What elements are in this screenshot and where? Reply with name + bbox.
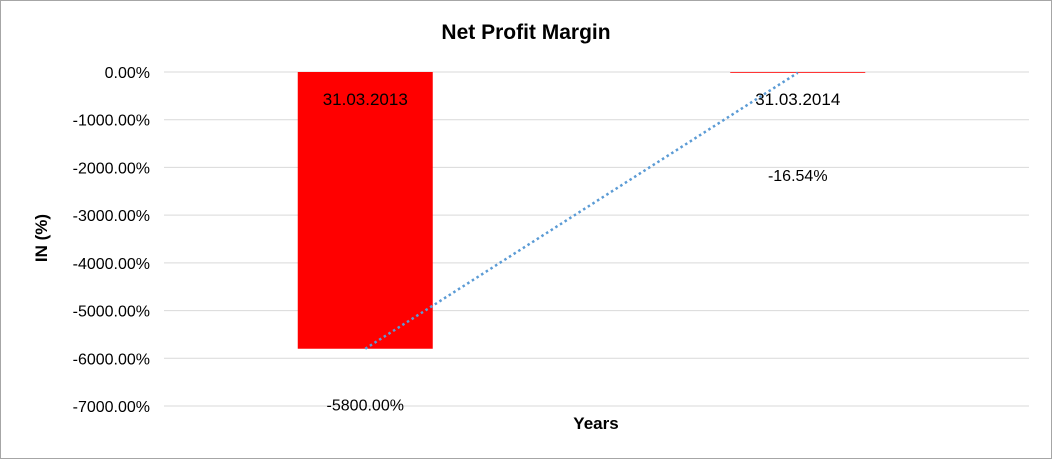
y-tick-label: -1000.00% [73,113,150,130]
y-tick-label: -5000.00% [73,304,150,321]
y-tick-label: -2000.00% [73,160,150,177]
labels: 31.03.2013 -5800.00% 31.03.2014 -16.54% [323,90,841,415]
bar [297,72,433,349]
x-axis-title: Years [573,414,618,433]
y-tick-label: -6000.00% [73,351,150,368]
y-axis-title: IN (%) [32,214,51,262]
y-tick-label: -7000.00% [73,399,150,416]
data-value-label: -16.54% [768,168,828,185]
y-tick-label: 0.00% [105,65,150,82]
y-tick-label: -3000.00% [73,208,150,225]
gridlines [164,71,1029,407]
category-label: 31.03.2013 [323,90,408,109]
chart-title: Net Profit Margin [441,21,610,44]
data-value-label: -5800.00% [327,398,404,415]
category-label: 31.03.2014 [755,90,840,109]
bars [297,72,866,349]
y-tick-label: -4000.00% [73,256,150,273]
y-axis-tick-labels: 0.00% -1000.00% -2000.00% -3000.00% -4000.00… [73,65,150,416]
bar [730,72,866,73]
